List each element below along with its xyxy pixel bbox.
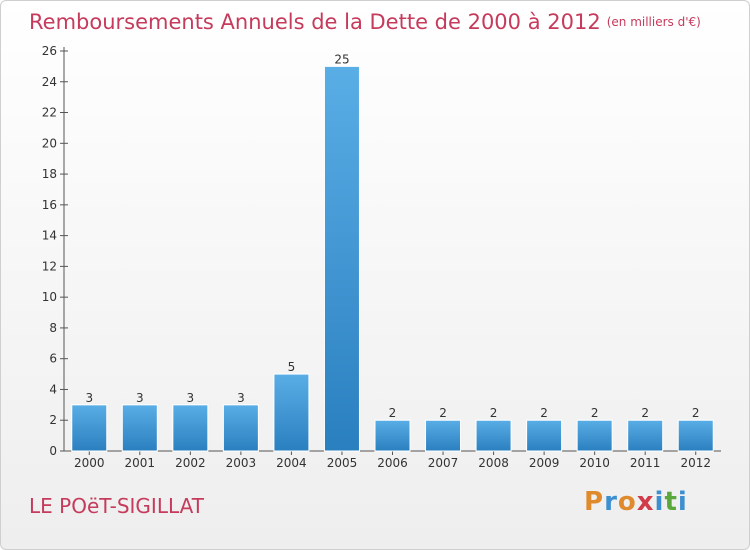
x-tick-label: 2002 <box>175 456 206 470</box>
chart-title: Remboursements Annuels de la Dette de 20… <box>29 10 701 34</box>
bar-2001[interactable] <box>121 404 158 452</box>
bar-2000[interactable] <box>71 404 108 452</box>
logo-letter: t <box>664 487 678 517</box>
bar-2005[interactable] <box>323 65 360 452</box>
x-tick-label: 2011 <box>630 456 661 470</box>
bar-2003[interactable] <box>222 404 259 452</box>
bar-value-label: 2 <box>540 406 548 420</box>
bar-2008[interactable] <box>475 419 512 452</box>
bar-value-label: 2 <box>490 406 498 420</box>
bar-2012[interactable] <box>677 419 714 452</box>
bar-2002[interactable] <box>172 404 209 452</box>
y-tick-label: 16 <box>42 198 57 212</box>
bar-value-label: 25 <box>334 52 349 66</box>
bar-value-label: 3 <box>237 391 245 405</box>
x-tick-label: 2008 <box>478 456 509 470</box>
logo-letter: o <box>617 487 637 517</box>
chart-title-text: Remboursements Annuels de la Dette de 20… <box>29 10 601 34</box>
logo-letter: r <box>604 487 618 517</box>
x-tick-label: 2007 <box>428 456 459 470</box>
logo-letter: i <box>654 487 665 517</box>
y-tick-label: 26 <box>42 44 57 58</box>
x-tick-label: 2010 <box>579 456 610 470</box>
bar-2011[interactable] <box>627 419 664 452</box>
bar-value-label: 2 <box>389 406 397 420</box>
x-tick-label: 2006 <box>377 456 408 470</box>
chart-subtitle: (en milliers d'€) <box>606 15 701 29</box>
x-tick-label: 2009 <box>529 456 560 470</box>
bar-value-label: 3 <box>85 391 93 405</box>
bar-value-label: 2 <box>439 406 447 420</box>
bar-value-label: 3 <box>187 391 195 405</box>
commune-name: LE POëT-SIGILLAT <box>29 494 204 518</box>
y-tick-label: 12 <box>42 259 57 273</box>
bar-value-label: 2 <box>692 406 700 420</box>
bar-value-label: 2 <box>591 406 599 420</box>
logo-letter: x <box>636 487 655 517</box>
logo-letter: i <box>677 487 688 517</box>
logo-letter: P <box>584 487 605 517</box>
y-tick-label: 0 <box>49 444 57 458</box>
proxiti-logo[interactable]: Proxiti <box>584 487 688 517</box>
y-tick-label: 20 <box>42 136 57 150</box>
bar-2007[interactable] <box>425 419 462 452</box>
bar-2010[interactable] <box>576 419 613 452</box>
bar-value-label: 5 <box>288 360 296 374</box>
y-tick-label: 24 <box>42 75 57 89</box>
y-tick-label: 8 <box>49 321 57 335</box>
x-tick-label: 2003 <box>226 456 257 470</box>
y-tick-label: 22 <box>42 106 57 120</box>
y-tick-label: 4 <box>49 382 57 396</box>
y-tick-label: 14 <box>42 229 57 243</box>
bar-value-label: 2 <box>641 406 649 420</box>
bar-2009[interactable] <box>526 419 563 452</box>
bar-value-label: 3 <box>136 391 144 405</box>
x-tick-label: 2012 <box>680 456 711 470</box>
y-tick-label: 10 <box>42 290 57 304</box>
bar-2006[interactable] <box>374 419 411 452</box>
y-tick-label: 6 <box>49 352 57 366</box>
x-tick-label: 2001 <box>125 456 156 470</box>
x-tick-label: 2005 <box>327 456 358 470</box>
bar-2004[interactable] <box>273 373 310 452</box>
x-tick-label: 2004 <box>276 456 307 470</box>
y-tick-label: 2 <box>49 413 57 427</box>
chart-bars: 3 3 3 3 5 25 2 2 2 2 2 2 2 <box>71 52 714 452</box>
x-tick-label: 2000 <box>74 456 105 470</box>
y-tick-label: 18 <box>42 167 57 181</box>
